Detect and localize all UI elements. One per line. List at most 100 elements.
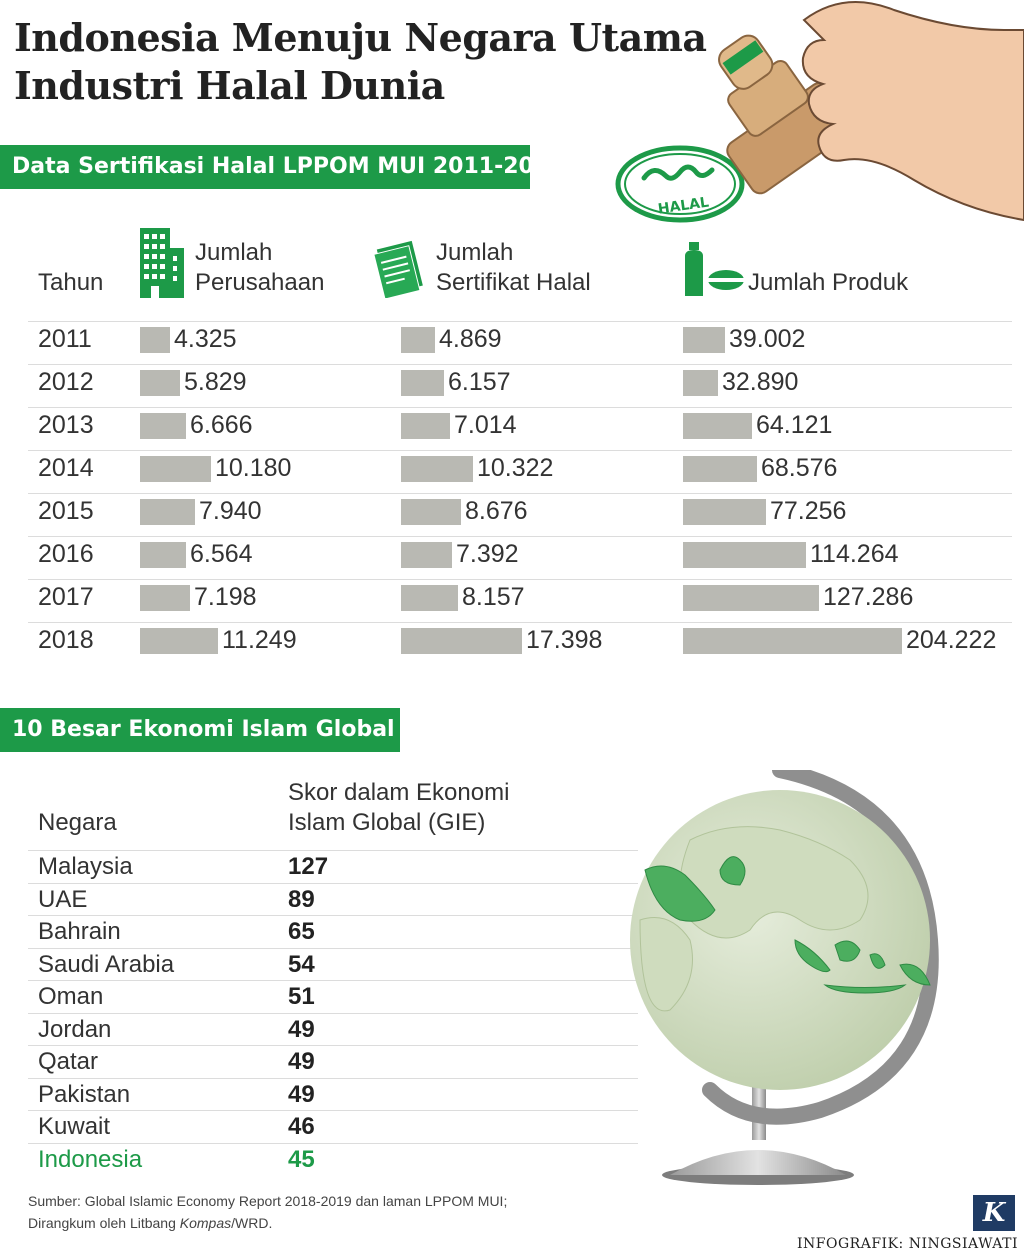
data-label: 6.666	[190, 411, 253, 439]
gie-score: 46	[288, 1113, 315, 1140]
bar-companies	[140, 499, 195, 525]
halal-stamp-label: HALAL	[657, 195, 710, 218]
data-label: 11.249	[222, 626, 297, 654]
year-label: 2014	[38, 454, 94, 482]
column-header-products: Jumlah Produk	[748, 269, 909, 296]
gie-score: 49	[288, 1016, 315, 1043]
gie-score: 54	[288, 951, 315, 978]
column-header-score-line-2: Islam Global (GIE)	[288, 809, 486, 836]
gie-score: 45	[288, 1146, 315, 1173]
bar-companies	[140, 542, 186, 568]
column-header-year: Tahun	[38, 269, 104, 296]
year-label: 2017	[38, 583, 94, 611]
bar-certificates	[401, 542, 452, 568]
data-label: 10.322	[477, 454, 554, 482]
page-title: Indonesia Menuju Negara Utama Industri H…	[14, 14, 707, 110]
table-row-divider	[28, 536, 1012, 537]
bar-certificates	[401, 456, 473, 482]
country-name: Qatar	[38, 1048, 99, 1075]
table-row-divider	[28, 407, 1012, 408]
year-label: 2012	[38, 368, 94, 396]
data-label: 4.325	[174, 325, 237, 353]
product-bottle-icon	[685, 242, 744, 296]
data-label: 64.121	[756, 411, 833, 439]
country-name: Indonesia	[38, 1146, 143, 1173]
country-name: Kuwait	[38, 1113, 111, 1140]
year-label: 2015	[38, 497, 94, 525]
gie-score: 65	[288, 918, 315, 945]
column-header-companies-line-1: Jumlah	[195, 239, 273, 266]
section-heading-islamic-economy: 10 Besar Ekonomi Islam Global	[0, 708, 400, 752]
bar-certificates	[401, 585, 458, 611]
data-label: 114.264	[810, 540, 899, 568]
table-row-divider	[28, 980, 638, 981]
source-line-2: Dirangkum oleh Litbang Kompas/WRD.	[28, 1212, 507, 1234]
data-label: 7.014	[454, 411, 517, 439]
source-note: Sumber: Global Islamic Economy Report 20…	[28, 1190, 507, 1234]
data-label: 127.286	[823, 583, 914, 611]
data-label: 4.869	[439, 325, 502, 353]
gie-score: 89	[288, 886, 315, 913]
gie-score: 127	[288, 853, 329, 880]
gie-score: 51	[288, 983, 315, 1010]
country-name: UAE	[38, 886, 88, 913]
bar-certificates	[401, 327, 435, 353]
data-label: 7.198	[194, 583, 257, 611]
gie-score: 49	[288, 1081, 315, 1108]
bar-companies	[140, 370, 180, 396]
bar-certificates	[401, 370, 444, 396]
data-label: 6.157	[448, 368, 511, 396]
kompas-logo: K	[973, 1195, 1015, 1231]
year-label: 2016	[38, 540, 94, 568]
data-label: 6.564	[190, 540, 253, 568]
table-row-divider	[28, 321, 1012, 322]
bar-companies	[140, 327, 170, 353]
data-label: 17.398	[526, 626, 603, 654]
table-row-divider	[28, 622, 1012, 623]
globe-illustration	[630, 770, 939, 1185]
hand-stamp-illustration: HALAL	[615, 1, 1024, 223]
data-label: 77.256	[770, 497, 847, 525]
column-header-certificates-line-1: Jumlah	[436, 239, 514, 266]
source-line-2-italic: Kompas	[179, 1215, 232, 1231]
data-label: 7.940	[199, 497, 262, 525]
country-name: Saudi Arabia	[38, 951, 175, 978]
data-label: 8.676	[465, 497, 528, 525]
table-row-divider	[28, 1045, 638, 1046]
table-row-divider	[28, 1110, 638, 1111]
bar-companies	[140, 456, 211, 482]
table-row-divider	[28, 1013, 638, 1014]
bar-companies	[140, 628, 218, 654]
column-header-country: Negara	[38, 809, 117, 836]
table-row-divider	[28, 1143, 638, 1144]
data-label: 204.222	[906, 626, 997, 654]
table-row-divider	[28, 915, 638, 916]
bar-products	[683, 456, 757, 482]
bar-products	[683, 628, 902, 654]
country-name: Malaysia	[38, 853, 133, 880]
title-line-2: Industri Halal Dunia	[14, 63, 445, 108]
data-label: 68.576	[761, 454, 838, 482]
building-icon	[140, 228, 184, 298]
halal-stamp-imprint: HALAL	[615, 145, 745, 223]
bar-products	[683, 585, 819, 611]
source-line-1: Sumber: Global Islamic Economy Report 20…	[28, 1193, 508, 1209]
section-heading-certification: Data Sertifikasi Halal LPPOM MUI 2011-20…	[0, 145, 564, 189]
certificate-icon	[374, 240, 423, 298]
country-name: Pakistan	[38, 1081, 131, 1108]
data-label: 8.157	[462, 583, 525, 611]
table-row-divider	[28, 364, 1012, 365]
bar-certificates	[401, 413, 450, 439]
table-row-divider	[28, 493, 1012, 494]
bar-products	[683, 327, 725, 353]
table-row-divider	[28, 850, 638, 851]
source-line-2-suffix: /WRD.	[231, 1215, 273, 1231]
column-header-score: Skor dalam Ekonomi Islam Global (GIE)	[288, 778, 509, 838]
infographic-credit: INFOGRAFIK: NINGSIAWATI	[797, 1236, 1018, 1252]
bar-companies	[140, 585, 190, 611]
bar-companies	[140, 413, 186, 439]
data-label: 10.180	[215, 454, 292, 482]
column-header-companies-line-2: Perusahaan	[195, 269, 325, 296]
gie-score: 49	[288, 1048, 315, 1075]
data-label: 5.829	[184, 368, 247, 396]
